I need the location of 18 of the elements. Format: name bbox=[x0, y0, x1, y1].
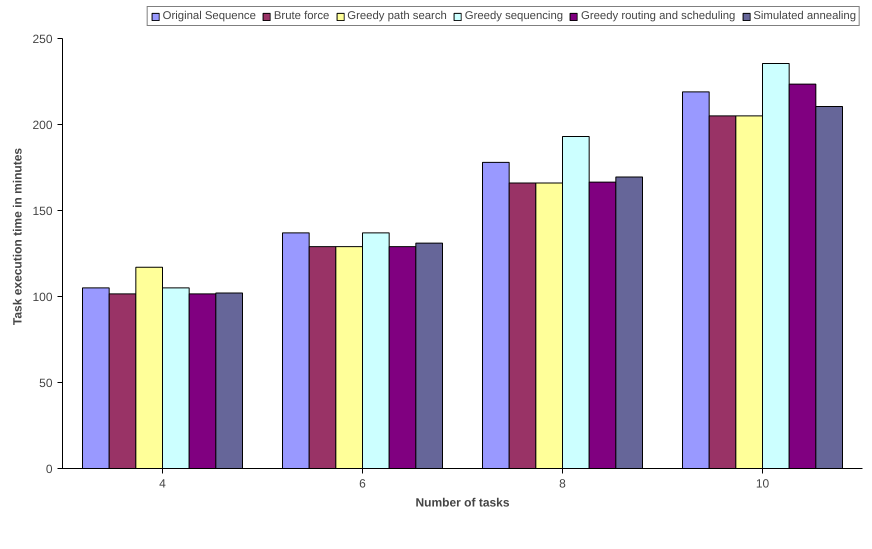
y-tick-label: 0 bbox=[46, 462, 53, 476]
y-tick-label: 50 bbox=[39, 376, 53, 390]
y-tick-label: 200 bbox=[32, 118, 53, 132]
legend-label: Greedy sequencing bbox=[464, 10, 564, 22]
legend-label: Original Sequence bbox=[162, 10, 256, 22]
legend-label: Brute force bbox=[274, 10, 330, 22]
y-axis-title: Task execution time in minutes bbox=[10, 148, 24, 326]
x-tick-label: 6 bbox=[359, 476, 366, 490]
x-tick-label: 4 bbox=[159, 476, 166, 490]
legend-label: Greedy path search bbox=[347, 10, 447, 22]
x-axis-title: Number of tasks bbox=[415, 496, 510, 510]
y-tick-label: 100 bbox=[32, 290, 53, 304]
legend-label: Simulated annealing bbox=[753, 10, 856, 22]
x-tick-label: 10 bbox=[756, 476, 770, 490]
legend-label: Greedy routing and scheduling bbox=[581, 10, 736, 22]
y-tick-label: 150 bbox=[32, 204, 53, 218]
x-tick-label: 8 bbox=[559, 476, 566, 490]
y-tick-label: 250 bbox=[32, 32, 53, 46]
